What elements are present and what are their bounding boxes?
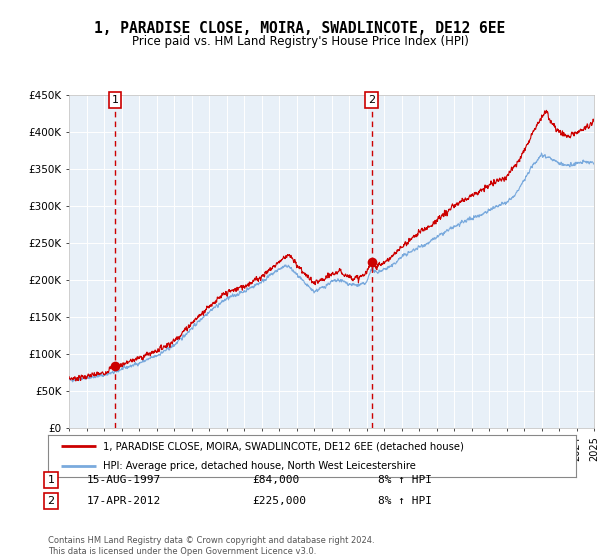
Text: £84,000: £84,000 [252,475,299,485]
Text: 1, PARADISE CLOSE, MOIRA, SWADLINCOTE, DE12 6EE (detached house): 1, PARADISE CLOSE, MOIRA, SWADLINCOTE, D… [103,441,464,451]
Text: 1, PARADISE CLOSE, MOIRA, SWADLINCOTE, DE12 6EE: 1, PARADISE CLOSE, MOIRA, SWADLINCOTE, D… [94,21,506,36]
Text: 15-AUG-1997: 15-AUG-1997 [87,475,161,485]
Text: 1: 1 [47,475,55,485]
Text: £225,000: £225,000 [252,496,306,506]
Text: Contains HM Land Registry data © Crown copyright and database right 2024.
This d: Contains HM Land Registry data © Crown c… [48,536,374,556]
Text: 2: 2 [368,95,375,105]
Text: HPI: Average price, detached house, North West Leicestershire: HPI: Average price, detached house, Nort… [103,461,416,471]
Text: Price paid vs. HM Land Registry's House Price Index (HPI): Price paid vs. HM Land Registry's House … [131,35,469,48]
Text: 1: 1 [112,95,118,105]
Text: 8% ↑ HPI: 8% ↑ HPI [378,496,432,506]
Text: 8% ↑ HPI: 8% ↑ HPI [378,475,432,485]
Text: 17-APR-2012: 17-APR-2012 [87,496,161,506]
Text: 2: 2 [47,496,55,506]
